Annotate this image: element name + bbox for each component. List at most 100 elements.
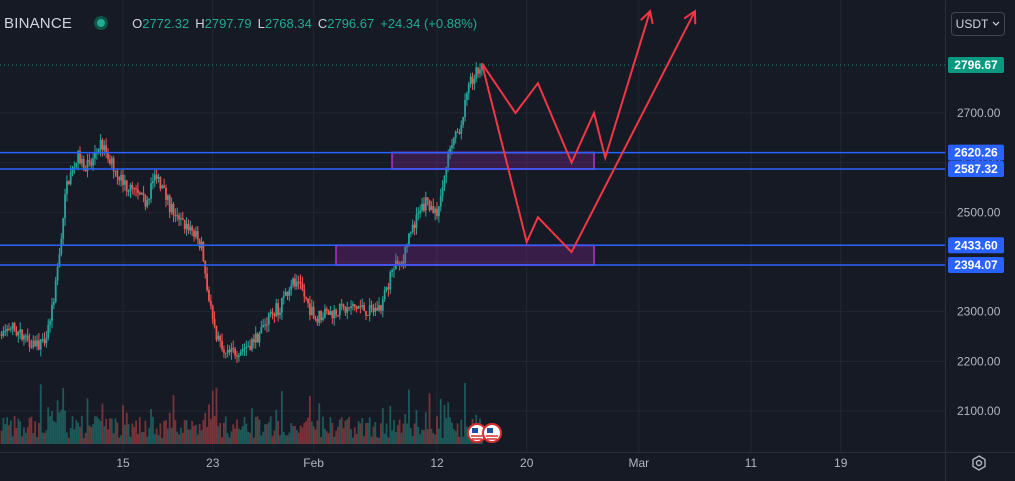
flag-canton [487,428,493,433]
volume-bar [288,432,291,444]
volume-bar [260,435,263,444]
candle-body [185,223,188,229]
candle-body [34,340,37,347]
volume-bar [200,430,203,444]
candle-body [365,310,367,316]
candle-body [228,349,231,353]
candle-body [389,272,392,290]
volume-bar [243,417,246,444]
candle-body [116,170,119,178]
volume-bar [254,417,257,444]
volume-bar [294,425,296,444]
candle-body [180,218,182,220]
candle-body [331,311,334,319]
volume-bar [138,417,141,444]
candle-body [305,296,308,299]
candle-body [301,283,304,290]
candle-body [423,203,425,211]
candle-body [73,167,76,169]
candle-body [404,246,407,264]
chart-settings-button[interactable] [969,453,989,473]
price-axis-label: 2700.00 [957,106,1001,120]
volume-bar [97,418,100,444]
candle-body [357,306,360,309]
volume-bar [337,426,339,444]
volume-bar [69,427,72,444]
candle-body [288,289,291,296]
candle-body [366,314,369,316]
volume-bar [237,428,240,444]
volume-bar [82,437,85,444]
candle-body [424,197,427,211]
projection-path-1[interactable] [481,10,652,166]
candle-body [52,301,55,305]
volume-bar [299,425,302,444]
high-value: 2797.79 [204,15,252,31]
candle-body [133,188,136,190]
volume-bar [411,436,414,444]
volume-bar [271,435,274,444]
volume-bar [247,431,250,444]
level-price-badge [948,144,1004,161]
candle-body [267,313,270,325]
volume-bar [335,430,337,444]
volume-bar [23,427,25,444]
zone-rectangle-1[interactable] [391,151,595,170]
candle-body [163,185,166,188]
currency-dropdown[interactable]: USDT [951,12,1005,36]
candle-body [393,269,395,271]
candle-body [323,308,326,318]
volume-bar [393,419,395,444]
candle-body [165,187,167,200]
time-axis-label: 19 [834,456,848,470]
volume-bar [47,407,50,444]
volume-bar [467,434,470,444]
volume-bar [13,416,16,444]
zone-rectangle-2[interactable] [335,244,595,266]
volume-bar [19,421,22,444]
candle-body [176,215,179,217]
candle-body [320,310,323,321]
candle-body [56,267,59,281]
candle-body [419,210,422,214]
volume-bar [348,416,351,444]
volume-bar [60,409,63,444]
volume-bar [209,418,212,444]
candle-body [230,348,233,353]
level-price-label: 2433.60 [954,238,998,252]
volume-bar [155,428,158,444]
candle-body [437,206,440,217]
candle-body [90,161,93,166]
volume-bar [303,422,306,444]
volume-bar [460,419,463,444]
candle-body [277,303,280,316]
candle-body [58,253,61,268]
volume-bar [252,437,255,444]
currency-label: USDT [955,17,989,31]
projection-path-2[interactable] [480,10,696,254]
candle-body [118,177,121,181]
low-value: 2768.34 [264,15,312,31]
volume-bar [415,410,418,444]
candle-body [166,195,169,200]
candle-body [224,353,227,355]
time-axis-label: Feb [303,456,324,470]
volume-bar [424,412,427,444]
candle-body [209,300,212,306]
volume-bar [208,404,210,444]
candle-body [327,310,330,315]
volume-bar [180,427,182,444]
volume-bar [292,425,294,444]
volume-bar [280,391,283,444]
candle-body [294,278,296,287]
candle-body [368,305,371,315]
volume-bar [456,423,459,444]
volume-bar [66,432,68,444]
volume-bar [449,417,451,444]
candle-body [60,238,63,254]
candle-body [466,93,468,101]
close-label: C [317,15,328,31]
volume-bar [462,436,465,444]
price-axis-label: 2300.00 [957,305,1001,319]
